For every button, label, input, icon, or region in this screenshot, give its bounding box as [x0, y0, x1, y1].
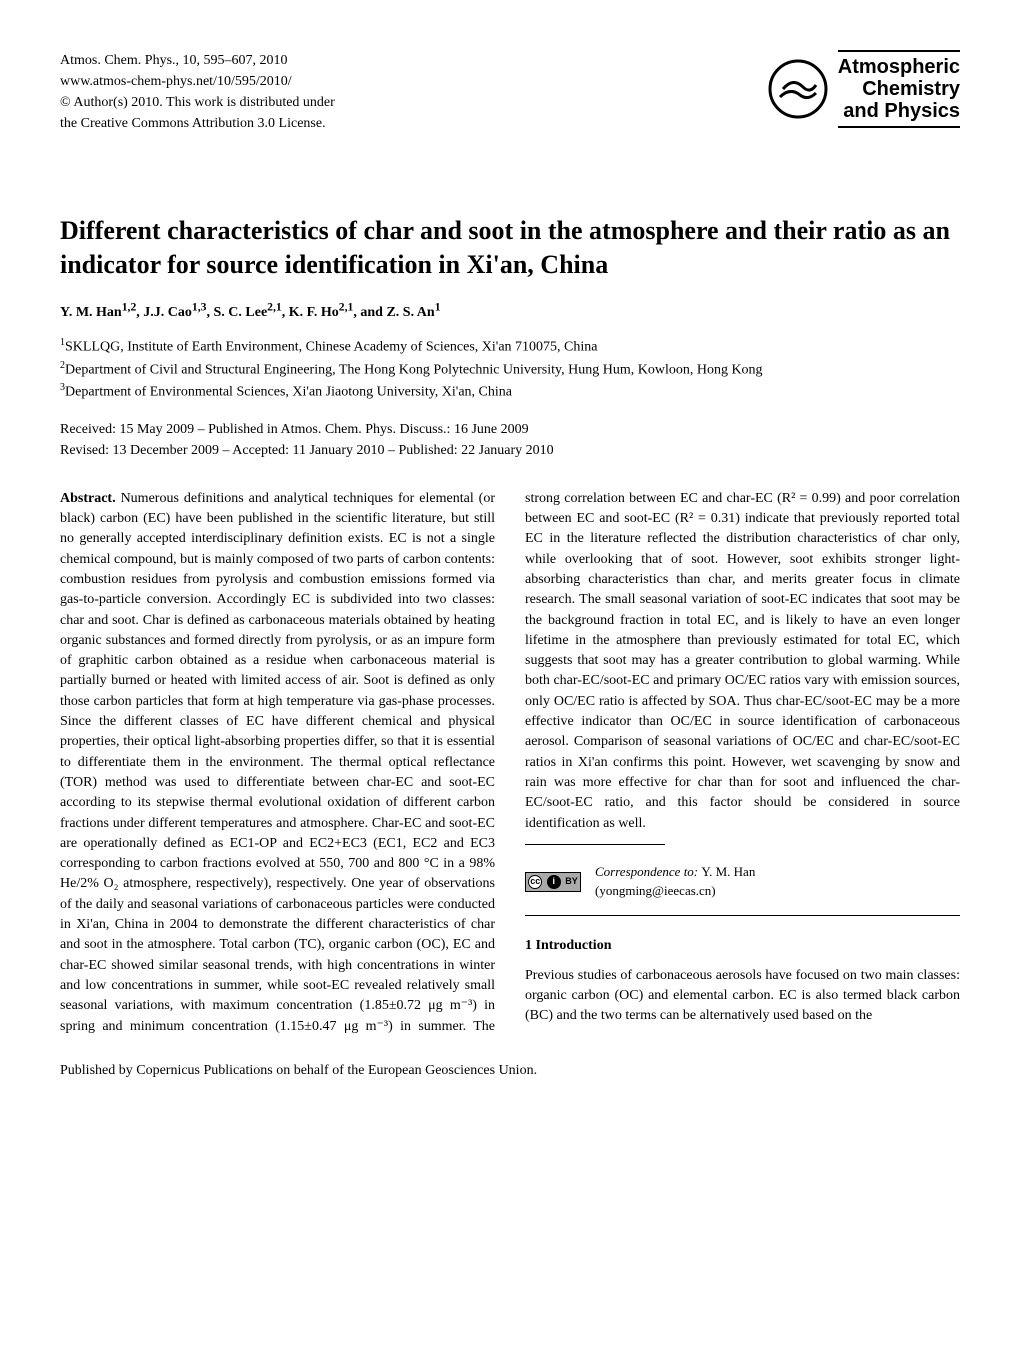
logo-line1: Atmospheric — [838, 56, 960, 78]
journal-copyright: © Author(s) 2010. This work is distribut… — [60, 92, 335, 113]
journal-logo-text: Atmospheric Chemistry and Physics — [838, 50, 960, 128]
correspondence-label: Correspondence to: — [595, 864, 698, 879]
authors-text: Y. M. Han1,2, J.J. Cao1,3, S. C. Lee2,1,… — [60, 305, 441, 320]
authors-line: Y. M. Han1,2, J.J. Cao1,3, S. C. Lee2,1,… — [60, 300, 960, 323]
intro-text: Previous studies of carbonaceous aerosol… — [525, 966, 960, 1027]
affiliations: 1SKLLQG, Institute of Earth Environment,… — [60, 335, 960, 403]
correspondence-block: cc i BY Correspondence to: Y. M. Han (yo… — [525, 863, 960, 901]
affiliation-3: 3Department of Environmental Sciences, X… — [60, 380, 960, 403]
correspondence-rule — [525, 844, 665, 845]
page-header: Atmos. Chem. Phys., 10, 595–607, 2010 ww… — [60, 50, 960, 134]
intro-heading: 1 Introduction — [525, 936, 960, 956]
logo-line2: Chemistry — [838, 78, 960, 100]
dates-line1: Received: 15 May 2009 – Published in Atm… — [60, 419, 960, 440]
journal-citation: Atmos. Chem. Phys., 10, 595–607, 2010 — [60, 50, 335, 71]
affiliation-2: 2Department of Civil and Structural Engi… — [60, 358, 960, 381]
journal-info: Atmos. Chem. Phys., 10, 595–607, 2010 ww… — [60, 50, 335, 134]
publication-dates: Received: 15 May 2009 – Published in Atm… — [60, 419, 960, 461]
correspondence-text: Correspondence to: Y. M. Han (yongming@i… — [595, 863, 755, 901]
body-columns: Abstract. Numerous definitions and analy… — [60, 489, 960, 1037]
by-label: BY — [565, 875, 578, 888]
dates-line2: Revised: 13 December 2009 – Accepted: 11… — [60, 440, 960, 461]
cc-icon: cc — [528, 875, 542, 889]
journal-license: the Creative Commons Attribution 3.0 Lic… — [60, 113, 335, 134]
paper-title: Different characteristics of char and so… — [60, 214, 960, 282]
page-footer: Published by Copernicus Publications on … — [60, 1061, 960, 1081]
by-icon: i — [547, 875, 561, 889]
section-rule — [525, 915, 960, 916]
affiliation-1: 1SKLLQG, Institute of Earth Environment,… — [60, 335, 960, 358]
correspondence-name: Y. M. Han — [701, 864, 755, 879]
journal-url: www.atmos-chem-phys.net/10/595/2010/ — [60, 71, 335, 92]
journal-logo-icon — [768, 59, 828, 119]
cc-by-badge-icon: cc i BY — [525, 872, 581, 892]
journal-logo: Atmospheric Chemistry and Physics — [768, 50, 960, 128]
correspondence-email: (yongming@ieecas.cn) — [595, 883, 716, 898]
logo-line3: and Physics — [838, 100, 960, 122]
abstract-label: Abstract. — [60, 491, 116, 506]
